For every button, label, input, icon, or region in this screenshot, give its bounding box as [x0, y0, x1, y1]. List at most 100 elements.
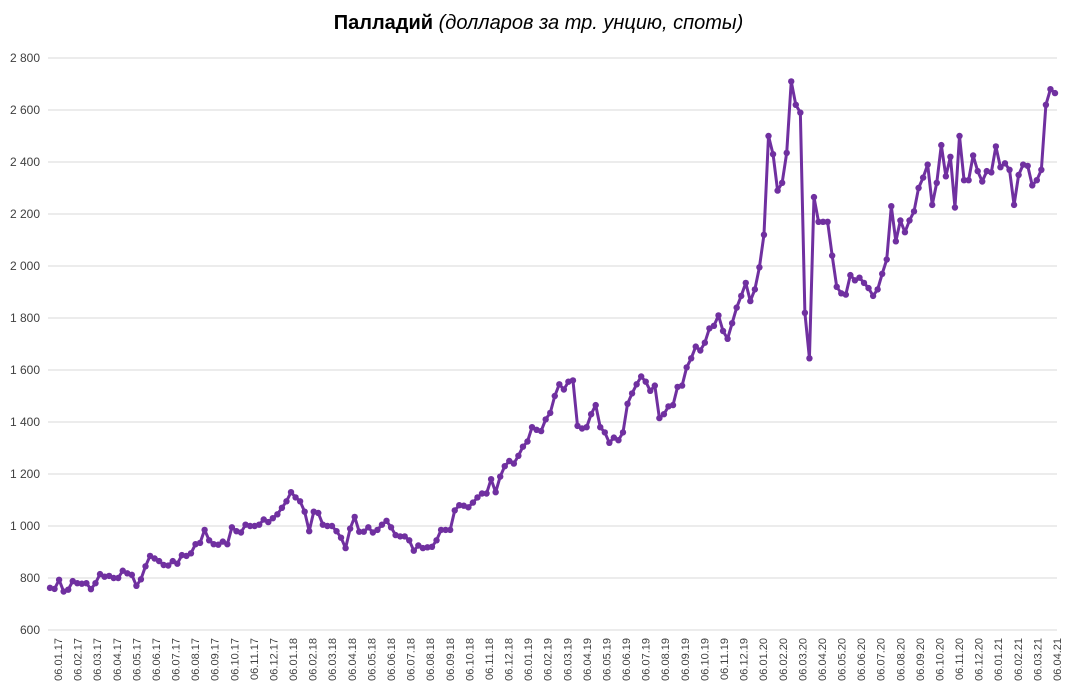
- y-tick-label: 1 600: [10, 363, 40, 377]
- data-point: [628, 390, 636, 397]
- x-tick-label: 06.12.18: [504, 638, 516, 681]
- data-point: [342, 544, 349, 552]
- data-point: [765, 132, 772, 140]
- data-point: [174, 560, 181, 567]
- data-point: [792, 101, 799, 109]
- data-point: [246, 522, 254, 530]
- data-point: [828, 252, 836, 259]
- x-tick-label: 06.11.17: [249, 638, 261, 680]
- data-point: [328, 522, 336, 530]
- data-point: [383, 517, 390, 524]
- data-point: [688, 355, 695, 362]
- x-tick-label: 06.02.17: [73, 638, 85, 681]
- y-tick-label: 1 000: [10, 519, 40, 533]
- data-point: [869, 292, 877, 300]
- data-point: [783, 149, 790, 157]
- data-point: [265, 518, 272, 526]
- data-point: [442, 526, 449, 534]
- data-point: [469, 499, 477, 506]
- data-point: [237, 529, 245, 536]
- data-point: [410, 547, 417, 554]
- data-point: [64, 586, 72, 593]
- data-point: [1006, 166, 1013, 173]
- x-tick-label: 06.11.19: [719, 638, 731, 680]
- data-point: [697, 347, 704, 354]
- data-point: [933, 179, 940, 186]
- data-point: [819, 218, 827, 225]
- data-point: [474, 494, 481, 501]
- data-point: [55, 576, 63, 584]
- data-point: [547, 409, 554, 417]
- data-point: [569, 377, 577, 384]
- y-tick-label: 1 400: [10, 415, 40, 429]
- data-point: [647, 387, 654, 394]
- data-point: [269, 515, 277, 522]
- data-point: [487, 476, 495, 483]
- data-point: [519, 443, 527, 450]
- data-point: [556, 381, 563, 388]
- data-point: [587, 411, 595, 418]
- data-point: [883, 256, 890, 263]
- data-point: [606, 439, 613, 446]
- data-point: [537, 427, 545, 435]
- data-point: [287, 489, 295, 496]
- x-tick-label: 06.10.18: [464, 638, 476, 681]
- x-tick-label: 06.12.19: [739, 638, 751, 681]
- data-point: [224, 541, 231, 548]
- data-point: [619, 429, 627, 436]
- y-tick-label: 1 800: [10, 311, 40, 325]
- data-point: [778, 179, 786, 186]
- data-point: [678, 382, 686, 389]
- data-point: [751, 286, 759, 293]
- data-point: [992, 143, 1000, 150]
- data-point: [92, 580, 99, 587]
- x-tick-label: 06.04.17: [112, 638, 124, 681]
- data-point: [451, 507, 458, 514]
- x-tick-label: 06.03.19: [562, 638, 574, 681]
- data-point: [292, 494, 299, 501]
- data-point: [788, 78, 795, 85]
- x-tick-label: 06.10.17: [229, 638, 241, 681]
- data-point: [406, 537, 413, 544]
- data-point: [979, 178, 986, 185]
- data-point: [351, 513, 358, 521]
- data-point: [728, 320, 736, 327]
- x-tick-label: 06.03.21: [1032, 638, 1044, 681]
- x-tick-label: 06.01.19: [523, 638, 535, 681]
- y-tick-label: 2 400: [10, 155, 40, 169]
- data-point: [301, 508, 308, 515]
- x-tick-label: 06.01.18: [288, 638, 300, 681]
- data-point: [724, 335, 731, 342]
- data-point: [892, 238, 900, 245]
- data-point: [478, 490, 486, 497]
- data-point: [806, 355, 813, 362]
- x-tick-label: 06.09.18: [445, 638, 457, 681]
- data-point: [733, 304, 740, 311]
- data-point: [592, 401, 599, 409]
- x-tick-label: 06.04.19: [582, 638, 594, 681]
- x-tick-label: 06.09.17: [210, 638, 222, 681]
- x-tick-label: 06.01.20: [758, 638, 770, 681]
- x-tick-label: 06.06.18: [386, 638, 398, 681]
- data-point: [860, 279, 868, 287]
- x-tick-label: 06.08.17: [190, 638, 202, 681]
- data-point: [951, 204, 959, 211]
- data-point: [742, 279, 749, 287]
- x-tick-label: 06.10.19: [699, 638, 711, 681]
- data-point: [337, 534, 345, 541]
- x-tick-label: 06.06.19: [621, 638, 633, 681]
- x-tick-label: 06.09.20: [915, 638, 927, 681]
- data-point: [660, 411, 668, 418]
- data-point: [278, 504, 286, 511]
- data-point: [1047, 86, 1054, 93]
- data-point: [988, 169, 995, 176]
- y-tick-label: 2 800: [10, 51, 40, 65]
- data-point: [446, 526, 454, 534]
- data-point: [637, 373, 645, 380]
- data-point: [142, 563, 149, 570]
- data-point: [255, 521, 263, 528]
- x-tick-label: 06.01.17: [53, 638, 65, 681]
- data-point: [356, 528, 363, 535]
